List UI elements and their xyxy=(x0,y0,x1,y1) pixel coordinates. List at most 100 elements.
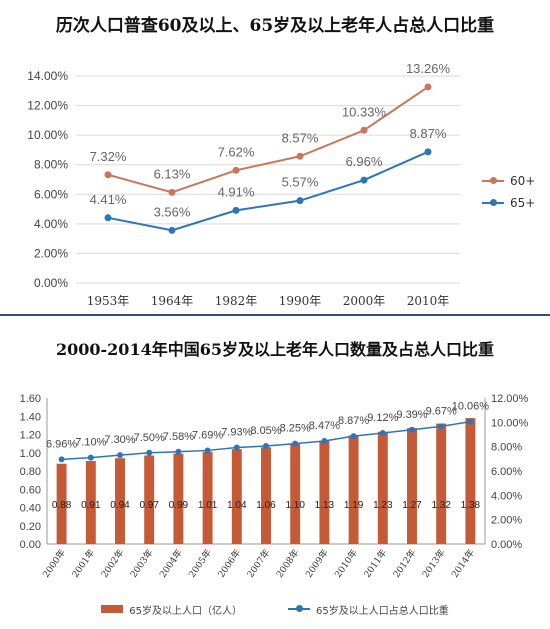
data-label: 7.32% xyxy=(90,149,127,164)
ratio-point xyxy=(467,418,474,425)
data-point xyxy=(168,226,176,234)
x-tick-label: 2001年 xyxy=(69,547,97,580)
y-right-tick-label: 12.00% xyxy=(491,393,529,405)
bar-value-label: 1.04 xyxy=(227,500,247,511)
ratio-label: 7.10% xyxy=(75,437,106,449)
x-tick-label: 2006年 xyxy=(215,547,243,580)
bar-value-label: 1.19 xyxy=(344,500,364,511)
ratio-label: 9.12% xyxy=(367,412,398,424)
data-label: 5.57% xyxy=(282,175,319,190)
data-label: 3.56% xyxy=(154,204,191,219)
legend-swatch-60plus xyxy=(482,177,504,184)
data-point xyxy=(104,171,112,179)
data-label: 6.96% xyxy=(346,154,383,169)
y-tick-label: 12.00% xyxy=(27,99,68,113)
legend-label-population: 65岁及以上人口（亿人） xyxy=(129,605,242,617)
y-left-tick-label: 0.40 xyxy=(20,503,41,515)
x-tick-label: 2011年 xyxy=(361,547,389,580)
ratio-point xyxy=(204,447,211,454)
y-left-tick-label: 0.00 xyxy=(20,539,41,551)
y-tick-label: 14.00% xyxy=(27,69,68,83)
y-tick-label: 0.00% xyxy=(34,276,68,290)
y-right-tick-label: 6.00% xyxy=(491,466,522,478)
data-point xyxy=(424,148,432,156)
data-point xyxy=(296,197,304,205)
bar-value-label: 1.38 xyxy=(461,500,481,511)
ratio-label: 7.93% xyxy=(221,427,252,439)
data-point xyxy=(168,188,176,196)
y-right-tick-label: 2.00% xyxy=(491,515,522,527)
x-tick-label: 2002年 xyxy=(98,547,126,580)
bar xyxy=(144,455,155,544)
x-tick-label: 2004年 xyxy=(157,547,185,580)
bar xyxy=(202,451,213,544)
bar xyxy=(231,449,242,544)
bar xyxy=(319,440,330,544)
legend-label-65plus: 65+ xyxy=(510,196,536,210)
legend-swatch-population xyxy=(101,605,124,613)
legend-item-population: 65岁及以上人口（亿人） xyxy=(101,600,242,618)
bar xyxy=(115,458,125,544)
series-line-60plus xyxy=(107,86,429,194)
x-tick-label: 2003年 xyxy=(128,547,156,580)
bar-value-label: 0.94 xyxy=(110,500,130,511)
x-tick-label: 2009年 xyxy=(303,547,331,580)
ratio-point xyxy=(292,440,299,447)
data-label: 7.62% xyxy=(218,144,255,159)
data-point xyxy=(360,176,368,184)
x-tick-label: 1953年 xyxy=(87,294,130,308)
bar-value-label: 1.32 xyxy=(431,500,451,511)
ratio-label: 7.69% xyxy=(192,429,223,441)
x-tick-label: 2000年 xyxy=(343,294,386,308)
data-point xyxy=(360,126,368,134)
data-label: 8.57% xyxy=(282,130,319,145)
bar xyxy=(261,447,271,544)
ratio-label: 10.06% xyxy=(452,401,490,413)
legend-item-ratio: 65岁及以上人口占总人口比重 xyxy=(288,600,449,618)
series-line-65plus xyxy=(107,150,429,232)
bar xyxy=(56,463,67,544)
y-left-tick-label: 1.20 xyxy=(20,430,41,442)
x-tick-label: 2013年 xyxy=(420,547,448,580)
y-tick-label: 8.00% xyxy=(34,158,68,172)
bar xyxy=(173,453,184,544)
chart2-legend: 65岁及以上人口（亿人） 65岁及以上人口占总人口比重 xyxy=(0,600,550,618)
data-label: 8.87% xyxy=(410,126,447,141)
ratio-point xyxy=(438,423,445,430)
data-point xyxy=(232,166,240,174)
x-tick-label: 2007年 xyxy=(244,547,272,580)
bar-value-label: 1.01 xyxy=(198,500,218,511)
bar-value-label: 0.99 xyxy=(169,500,189,511)
ratio-point xyxy=(146,449,153,456)
y-left-tick-label: 1.60 xyxy=(20,393,41,405)
bar-value-label: 0.97 xyxy=(139,500,159,511)
y-tick-label: 2.00% xyxy=(34,246,68,260)
ratio-label: 8.25% xyxy=(280,423,311,435)
x-tick-label: 2010年 xyxy=(332,547,360,580)
panel-divider xyxy=(0,314,550,316)
data-label: 6.13% xyxy=(154,166,191,181)
chart2-title: 2000-2014年中国65岁及以上老年人口数量及占总人口比重 xyxy=(56,340,494,359)
bar xyxy=(407,428,417,544)
x-tick-label: 2000年 xyxy=(40,547,68,580)
legend-swatch-65plus xyxy=(482,199,504,206)
chart1-plot: 0.00% 2.00% 4.00% 6.00% 8.00% 10.00% 12.00% 14.… xyxy=(27,61,460,308)
y-right-tick-label: 0.00% xyxy=(491,539,522,551)
y-right-tick-label: 10.00% xyxy=(491,417,529,429)
x-tick-label: 2012年 xyxy=(390,547,418,580)
data-point xyxy=(232,206,240,214)
bar-value-label: 0.88 xyxy=(52,500,72,511)
ratio-point xyxy=(87,454,94,461)
data-point xyxy=(104,214,112,222)
bar xyxy=(85,460,96,544)
ratio-label: 7.58% xyxy=(163,431,194,443)
y-tick-label: 4.00% xyxy=(34,217,68,231)
ratio-point xyxy=(350,433,357,440)
x-tick-label: 1982年 xyxy=(215,294,258,308)
legend-swatch-ratio xyxy=(288,605,310,612)
y-left-tick-label: 1.00 xyxy=(20,448,41,460)
ratio-point xyxy=(263,443,269,450)
data-label: 10.33% xyxy=(342,104,387,119)
bar-value-label: 1.27 xyxy=(402,500,422,511)
legend-label-ratio: 65岁及以上人口占总人口比重 xyxy=(316,605,449,617)
